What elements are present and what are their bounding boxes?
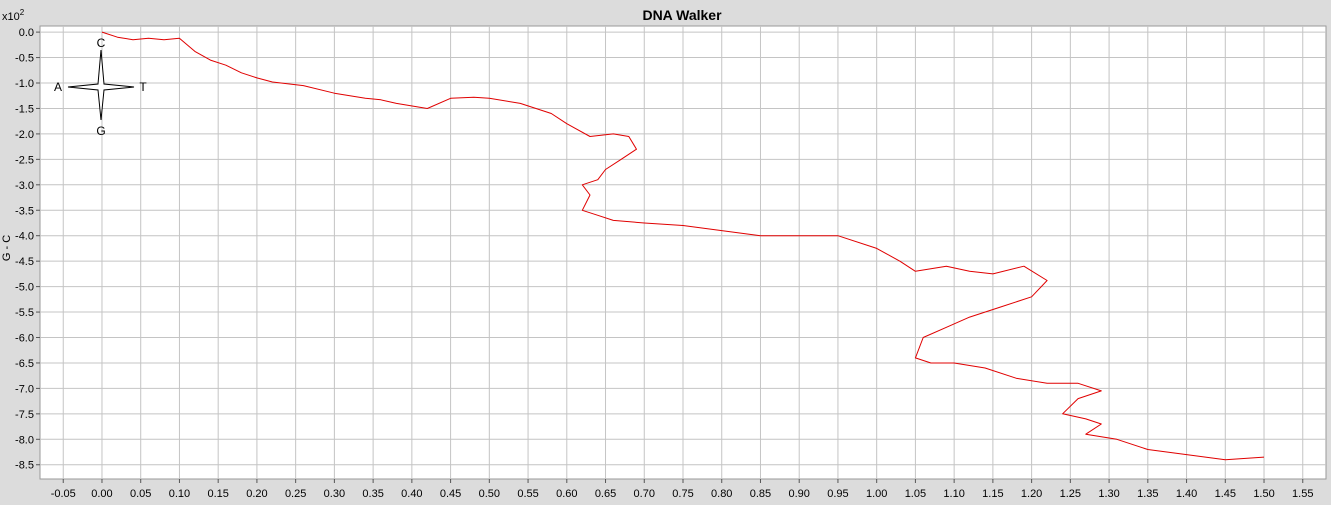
x-axis-ticks: -0.05 0.00 0.05 0.10 0.15 0.20 0.25 0.30 0.35 0.4… bbox=[51, 479, 1313, 500]
x-tick-label: 0.30 bbox=[324, 488, 345, 500]
y-tick-label: 0.0 bbox=[19, 27, 34, 39]
x-tick-label: 0.85 bbox=[750, 488, 771, 500]
y-axis-ticks: 0.0 -0.5 -1.0 -1.5 -2.0 -2.5 -3.0 -3.5 -4.0 -4.5 -… bbox=[15, 27, 40, 472]
x-tick-label: 0.55 bbox=[517, 488, 538, 500]
y-tick-label: -8.5 bbox=[15, 460, 34, 472]
x-tick-label: 0.50 bbox=[479, 488, 500, 500]
x-tick-label: 0.90 bbox=[788, 488, 809, 500]
x-tick-label: 0.60 bbox=[556, 488, 577, 500]
y-tick-label: -7.5 bbox=[15, 409, 34, 421]
x-tick-label: 0.25 bbox=[285, 488, 306, 500]
y-axis-label: G - C bbox=[1, 235, 13, 261]
x-tick-label: 1.35 bbox=[1137, 488, 1158, 500]
chart-title: DNA Walker bbox=[642, 7, 722, 23]
y-tick-label: -1.0 bbox=[15, 78, 34, 90]
dna-walk-line bbox=[101, 31, 1265, 461]
x-tick-label: 0.20 bbox=[246, 488, 267, 500]
x-tick-label: 1.50 bbox=[1253, 488, 1274, 500]
x-tick-label: 0.75 bbox=[672, 488, 693, 500]
y-tick-label: -2.0 bbox=[15, 129, 34, 141]
y-tick-label: -6.0 bbox=[15, 333, 34, 345]
y-tick-label: -3.5 bbox=[15, 205, 34, 217]
x-tick-label: 1.15 bbox=[982, 488, 1003, 500]
x-tick-label: 1.25 bbox=[1060, 488, 1081, 500]
compass-left-label: A bbox=[54, 80, 62, 94]
x-tick-label: -0.05 bbox=[51, 488, 76, 500]
x-tick-label: 0.10 bbox=[169, 488, 190, 500]
x-tick-label: 1.30 bbox=[1098, 488, 1119, 500]
x-tick-label: 1.05 bbox=[905, 488, 926, 500]
x-tick-label: 0.35 bbox=[362, 488, 383, 500]
y-tick-label: -3.0 bbox=[15, 180, 34, 192]
y-tick-label: -7.0 bbox=[15, 383, 34, 395]
compass-right-label: T bbox=[139, 80, 147, 94]
y-axis-multiplier: x102 bbox=[2, 8, 25, 23]
x-tick-label: 0.65 bbox=[595, 488, 616, 500]
x-tick-label: 0.70 bbox=[634, 488, 655, 500]
compass-top-label: C bbox=[97, 36, 106, 50]
x-tick-label: 0.95 bbox=[827, 488, 848, 500]
x-tick-label: 1.20 bbox=[1021, 488, 1042, 500]
compass-bottom-label: G bbox=[96, 124, 105, 138]
y-tick-label: -5.0 bbox=[15, 282, 34, 294]
y-tick-label: -5.5 bbox=[15, 307, 34, 319]
y-tick-label: -4.5 bbox=[15, 256, 34, 268]
y-tick-label: -8.0 bbox=[15, 434, 34, 446]
compass-star-icon bbox=[67, 49, 135, 121]
x-tick-label: 0.45 bbox=[440, 488, 461, 500]
x-tick-label: 0.05 bbox=[130, 488, 151, 500]
x-tick-label: 1.45 bbox=[1215, 488, 1236, 500]
x-tick-label: 1.00 bbox=[866, 488, 887, 500]
compass: C G A T bbox=[54, 36, 147, 138]
x-tick-label: 0.40 bbox=[401, 488, 422, 500]
x-tick-label: 0.15 bbox=[207, 488, 228, 500]
y-tick-label: -4.0 bbox=[15, 231, 34, 243]
y-tick-label: -0.5 bbox=[15, 53, 34, 65]
x-tick-label: 1.55 bbox=[1292, 488, 1313, 500]
series-layer bbox=[101, 31, 1265, 461]
y-tick-label: -6.5 bbox=[15, 358, 34, 370]
x-tick-label: 0.80 bbox=[711, 488, 732, 500]
y-tick-label: -1.5 bbox=[15, 103, 34, 115]
x-tick-label: 1.10 bbox=[943, 488, 964, 500]
x-tick-label: 0.00 bbox=[91, 488, 112, 500]
x-tick-label: 1.40 bbox=[1176, 488, 1197, 500]
grid bbox=[40, 26, 1326, 479]
y-tick-label: -2.5 bbox=[15, 154, 34, 166]
